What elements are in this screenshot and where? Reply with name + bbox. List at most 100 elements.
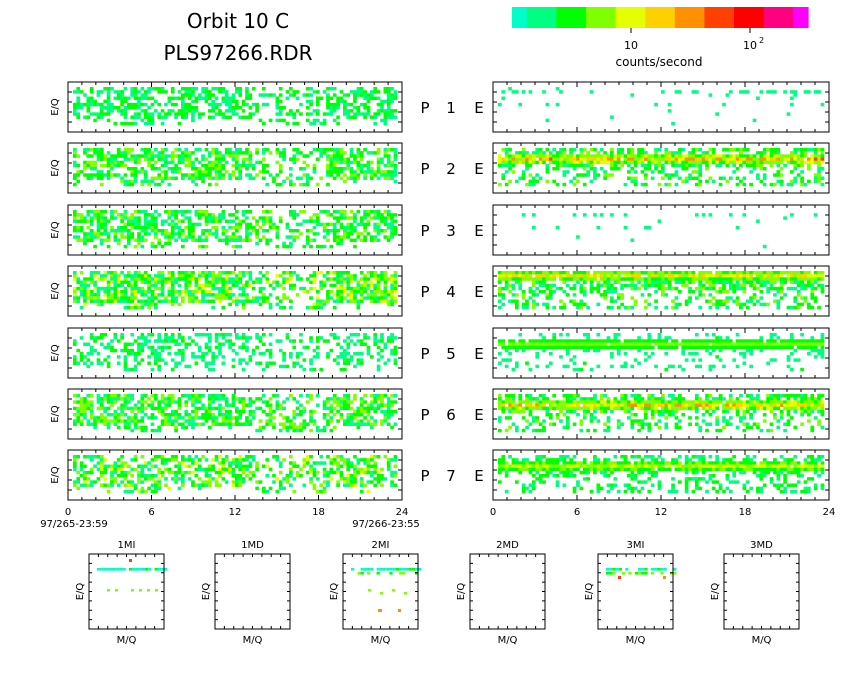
heatmap-cell bbox=[235, 102, 239, 107]
heatmap-cell bbox=[282, 293, 286, 297]
heatmap-cell bbox=[633, 160, 638, 165]
heatmap-cell bbox=[292, 409, 297, 414]
heatmap-cell bbox=[380, 293, 384, 297]
heatmap-cell bbox=[701, 160, 706, 165]
heatmap-cell bbox=[346, 413, 351, 417]
heatmap-cell bbox=[610, 160, 614, 165]
heatmap-cell bbox=[150, 348, 155, 353]
heatmap-cell bbox=[133, 219, 138, 223]
heatmap-cell bbox=[353, 238, 357, 242]
heatmap-cell bbox=[86, 455, 91, 459]
heatmap-cell bbox=[647, 154, 652, 158]
heatmap-cell bbox=[322, 283, 327, 288]
heatmap-cell bbox=[302, 93, 307, 97]
heatmap-cell bbox=[265, 241, 270, 246]
heatmap-cell bbox=[511, 170, 516, 174]
heatmap-cell bbox=[150, 477, 155, 481]
heatmap-cell bbox=[201, 406, 205, 411]
heatmap-cell bbox=[366, 489, 371, 494]
heatmap-cell bbox=[123, 151, 128, 155]
heatmap-cell bbox=[346, 225, 351, 230]
heatmap-cell bbox=[208, 213, 212, 217]
heatmap-cell bbox=[123, 99, 128, 104]
heatmap-cell bbox=[160, 179, 165, 184]
heatmap-cell bbox=[305, 219, 310, 223]
heatmap-cell bbox=[326, 422, 330, 426]
heatmap-cell bbox=[373, 121, 378, 126]
heatmap-cell bbox=[93, 271, 97, 275]
heatmap-cell bbox=[373, 283, 378, 288]
heatmap-cell bbox=[73, 483, 77, 487]
heatmap-cell bbox=[167, 403, 172, 407]
heatmap-cell bbox=[197, 222, 202, 227]
heatmap-cell bbox=[137, 348, 141, 353]
heatmap-cell bbox=[353, 409, 357, 414]
heatmap-cell bbox=[154, 483, 158, 487]
heatmap-cell bbox=[282, 305, 286, 310]
heatmap-cell bbox=[647, 167, 652, 171]
heatmap-cell bbox=[170, 167, 175, 171]
heatmap-cell bbox=[194, 299, 199, 303]
heatmap-cell bbox=[326, 154, 330, 158]
heatmap-cell bbox=[292, 182, 297, 187]
heatmap-cell bbox=[174, 409, 178, 414]
heatmap-cell bbox=[73, 173, 77, 177]
heatmap-cell bbox=[346, 358, 351, 362]
heatmap-cell bbox=[366, 283, 371, 288]
heatmap-cell bbox=[154, 474, 158, 478]
heatmap-cell bbox=[89, 148, 94, 152]
heatmap-cell bbox=[346, 286, 351, 291]
heatmap-cell bbox=[201, 299, 205, 303]
heatmap-cell bbox=[319, 121, 324, 126]
heatmap-cell bbox=[218, 216, 222, 220]
heatmap-cell bbox=[106, 173, 111, 177]
heatmap-cell bbox=[359, 216, 364, 220]
heatmap-cell bbox=[76, 87, 81, 91]
heatmap-cell bbox=[312, 90, 317, 94]
heatmap-cell bbox=[289, 422, 293, 426]
heatmap-cell bbox=[562, 163, 567, 168]
heatmap-cell bbox=[373, 477, 378, 481]
heatmap-cell bbox=[383, 455, 388, 459]
heatmap-cell bbox=[231, 422, 236, 426]
heatmap-cell bbox=[390, 290, 394, 294]
heatmap-cell bbox=[73, 151, 77, 155]
heatmap-cell bbox=[231, 173, 236, 177]
heatmap-cell bbox=[177, 342, 182, 346]
heatmap-cell bbox=[167, 109, 172, 113]
heatmap-cell bbox=[147, 148, 151, 152]
heatmap-cell bbox=[197, 394, 202, 398]
heatmap-cell bbox=[299, 394, 303, 398]
heatmap-cell bbox=[116, 483, 121, 487]
heatmap-cell bbox=[235, 283, 239, 288]
heatmap-cell bbox=[353, 176, 357, 180]
heatmap-cell bbox=[154, 397, 158, 401]
heatmap-cell bbox=[312, 232, 317, 236]
heatmap-cell bbox=[79, 213, 84, 217]
heatmap-cell bbox=[674, 160, 679, 165]
colorbar-cell bbox=[746, 7, 750, 28]
heatmap-cell bbox=[363, 229, 367, 233]
heatmap-cell bbox=[326, 413, 330, 417]
heatmap-cell bbox=[343, 102, 347, 107]
heatmap-cell bbox=[221, 280, 226, 284]
heatmap-cell bbox=[336, 219, 340, 223]
heatmap-cell bbox=[620, 151, 624, 155]
heatmap-cell bbox=[245, 173, 249, 177]
heatmap-cell bbox=[380, 216, 384, 220]
heatmap-cell bbox=[627, 151, 631, 155]
heatmap-cell bbox=[231, 342, 236, 346]
heatmap-cell bbox=[711, 160, 716, 165]
heatmap-cell bbox=[800, 154, 804, 158]
heatmap-cell bbox=[150, 121, 155, 126]
heatmap-cell bbox=[235, 409, 239, 414]
heatmap-cell bbox=[393, 219, 398, 223]
heatmap-cell bbox=[93, 280, 97, 284]
heatmap-cell bbox=[208, 403, 212, 407]
heatmap-cell bbox=[383, 235, 388, 239]
heatmap-cell bbox=[728, 148, 733, 152]
heatmap-cell bbox=[268, 118, 273, 123]
heatmap-cell bbox=[160, 274, 165, 278]
heatmap-cell bbox=[309, 274, 313, 278]
heatmap-cell bbox=[177, 274, 182, 278]
